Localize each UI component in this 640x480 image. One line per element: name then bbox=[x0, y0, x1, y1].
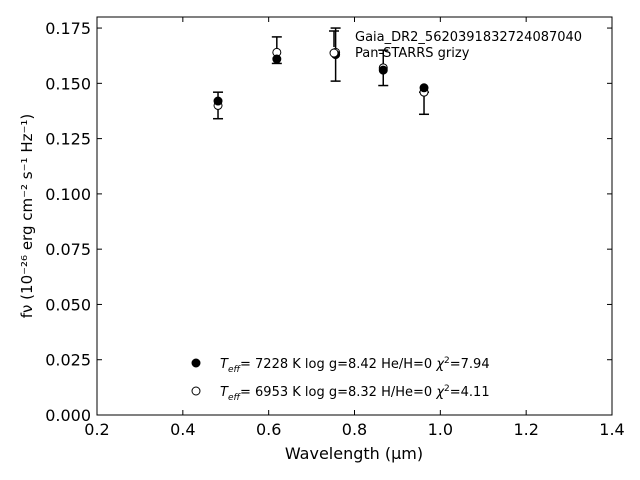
x-tick-label: 0.4 bbox=[170, 420, 195, 439]
x-axis-ticks: 0.2 0.4 0.6 0.8 1.0 1.2 1.4 bbox=[84, 17, 625, 439]
y-tick-label: 0.000 bbox=[45, 406, 91, 425]
x-axis-label: Wavelength (μm) bbox=[285, 444, 423, 463]
model-fit-row: Teff= 6953 K log g=8.32 H/He=0 χ2=4.11 bbox=[191, 384, 490, 403]
filled-circle-point bbox=[378, 65, 388, 75]
x-tick-label: 1.0 bbox=[428, 420, 453, 439]
fit-chi2: =4.11 bbox=[450, 385, 490, 400]
fit-teff: = 7228 K bbox=[240, 357, 301, 372]
filled-circle-point bbox=[272, 54, 282, 64]
fit-text: Teff= 7228 K log g=8.42 He/H=0 χ2=7.94 bbox=[220, 356, 490, 375]
y-tick-label: 0.025 bbox=[45, 351, 91, 370]
y-tick-label: 0.050 bbox=[45, 295, 91, 314]
y-axis-label: fν (10⁻²⁶ erg cm⁻² s⁻¹ Hz⁻¹) bbox=[18, 114, 36, 319]
fit-text: Teff= 6953 K log g=8.32 H/He=0 χ2=4.11 bbox=[220, 384, 490, 403]
y-tick-label: 0.150 bbox=[45, 74, 91, 93]
filled-circle-point bbox=[213, 96, 223, 106]
y-tick-label: 0.125 bbox=[45, 130, 91, 149]
y-tick-label: 0.100 bbox=[45, 185, 91, 204]
x-tick-label: 0.6 bbox=[256, 420, 281, 439]
model-fit-annotations: Teff= 7228 K log g=8.42 He/H=0 χ2=7.94 Te… bbox=[191, 356, 490, 403]
legend-label-gaia: Gaia_DR2_5620391832724087040 bbox=[355, 30, 582, 45]
x-tick-label: 0.2 bbox=[84, 420, 109, 439]
fit-marker-filled bbox=[191, 358, 201, 368]
fit-chi2: =7.94 bbox=[450, 357, 490, 372]
fit-composition: He/H=0 bbox=[377, 357, 432, 372]
model-fit-row: Teff= 7228 K log g=8.42 He/H=0 χ2=7.94 bbox=[191, 356, 490, 375]
y-tick-label: 0.075 bbox=[45, 240, 91, 259]
fit-teff: = 6953 K bbox=[240, 385, 301, 400]
fit-marker-open bbox=[191, 386, 201, 396]
fit-logg: log g=8.42 bbox=[301, 357, 377, 372]
legend-open-circle bbox=[329, 48, 339, 58]
x-tick-label: 0.8 bbox=[342, 420, 367, 439]
y-tick-label: 0.175 bbox=[45, 19, 91, 38]
y-axis-ticks: 0.000 0.025 0.050 0.075 0.100 0.125 0.150 0.175 bbox=[45, 19, 612, 425]
legend-label-panstarrs: Pan-STARRS grizy bbox=[355, 46, 470, 61]
x-tick-label: 1.2 bbox=[513, 420, 538, 439]
fit-logg: log g=8.32 bbox=[301, 385, 377, 400]
filled-circle-point bbox=[419, 83, 429, 93]
fit-composition: H/He=0 bbox=[377, 385, 432, 400]
x-tick-label: 1.4 bbox=[599, 420, 624, 439]
